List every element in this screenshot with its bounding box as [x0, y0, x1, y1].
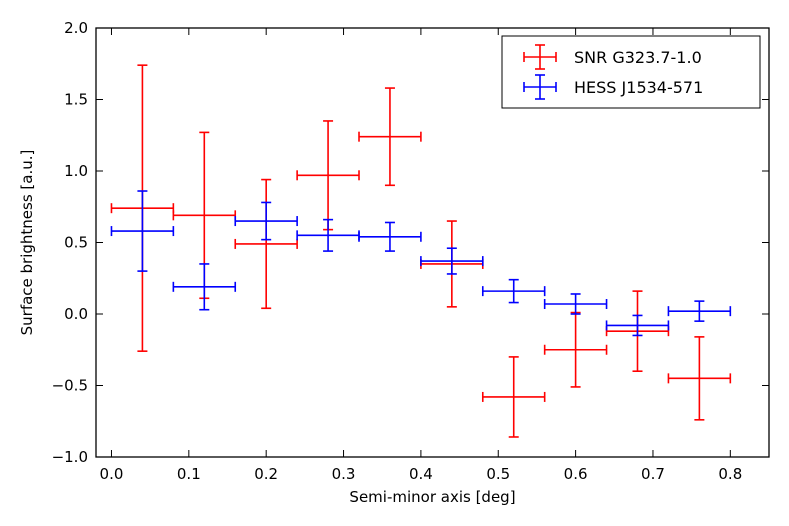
errorbar-point	[543, 311, 608, 388]
errorbar-point	[110, 190, 175, 272]
errorbar-point	[667, 336, 732, 421]
errorbar-point	[358, 221, 422, 252]
x-tick-label: 0.3	[332, 465, 356, 483]
x-tick-label: 0.8	[718, 465, 742, 483]
errorbar-point	[358, 87, 422, 187]
y-tick-label: 0.0	[64, 305, 88, 323]
errorbar-point	[172, 263, 237, 311]
x-tick-label: 0.0	[100, 465, 124, 483]
y-tick-label: 0.5	[64, 234, 88, 252]
errorbar-point	[481, 356, 546, 438]
legend-box	[501, 35, 761, 109]
errorbar-point	[420, 247, 484, 275]
y-tick-label: 1.5	[64, 91, 88, 109]
series-layer	[110, 64, 732, 438]
errorbar-point	[667, 300, 732, 322]
x-tick-label: 0.5	[486, 465, 510, 483]
x-tick-label: 0.1	[177, 465, 201, 483]
legend: SNR G323.7-1.0 HESS J1534-571	[501, 35, 761, 109]
ticks-layer: 0.0 0.1 0.2 0.3 0.4 0.5 0.6 0.7 0.8 −1.0 −0.5 0.0 0.…	[52, 19, 769, 483]
legend-items: SNR G323.7-1.0 HESS J1534-571	[523, 44, 703, 100]
y-axis-label: Surface brightness [a.u.]	[18, 150, 36, 336]
y-tick-label: 1.0	[64, 162, 88, 180]
x-tick-label: 0.7	[641, 465, 665, 483]
series-hess	[110, 190, 732, 337]
y-tick-label: −1.0	[52, 448, 88, 466]
legend-marker	[523, 74, 557, 100]
x-axis-label: Semi-minor axis [deg]	[349, 488, 515, 506]
legend-label: SNR G323.7-1.0	[574, 48, 702, 67]
errorbar-point	[296, 120, 360, 231]
errorbar-point	[481, 278, 546, 304]
errorbar-point	[234, 201, 298, 241]
errorbar-point	[605, 314, 670, 337]
x-tick-label: 0.2	[254, 465, 278, 483]
x-tick-label: 0.6	[564, 465, 588, 483]
legend-marker	[523, 44, 557, 70]
x-tick-label: 0.4	[409, 465, 433, 483]
legend-label: HESS J1534-571	[574, 78, 703, 97]
y-tick-label: −0.5	[52, 377, 88, 395]
y-tick-label: 2.0	[64, 19, 88, 37]
series-snr	[110, 64, 732, 438]
errorbar-point	[543, 293, 608, 315]
errorbar-point	[234, 178, 298, 310]
errorbar-point	[296, 218, 360, 252]
